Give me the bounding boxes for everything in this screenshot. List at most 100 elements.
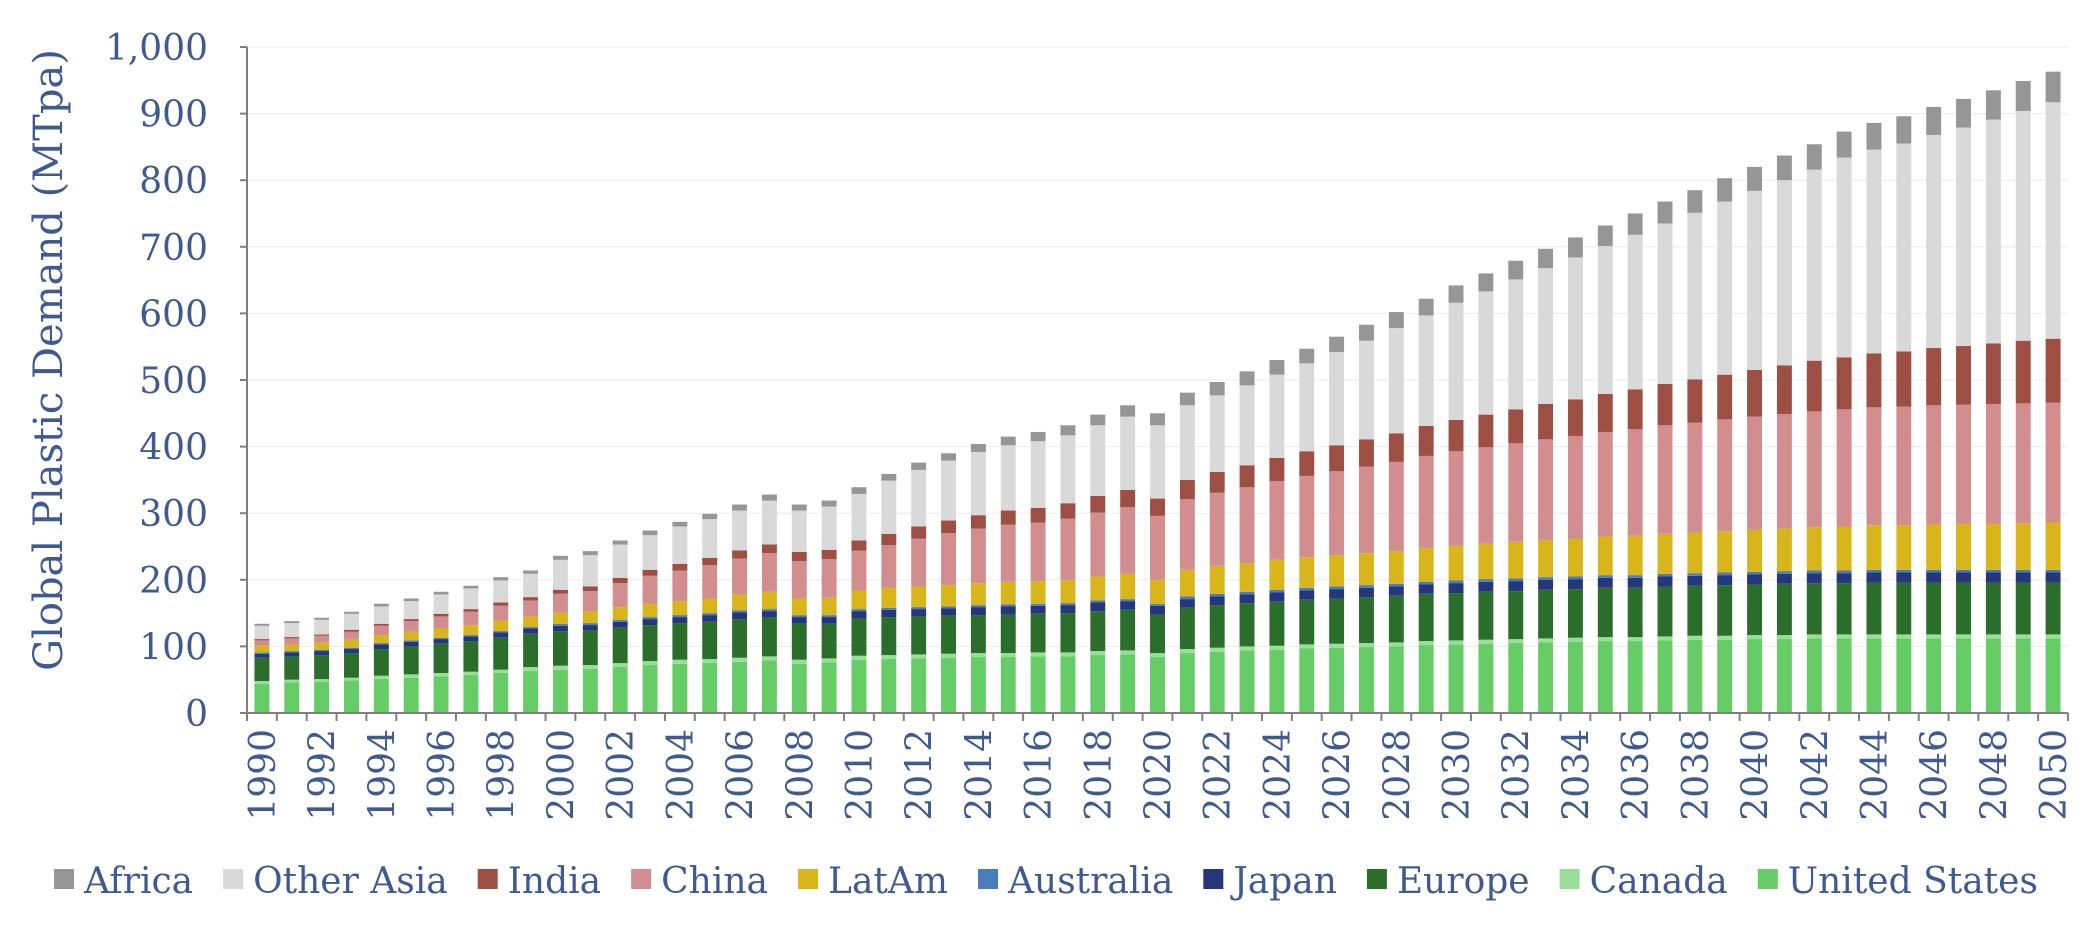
bar-segment-other-asia-2036 bbox=[1627, 234, 1643, 390]
bar-segment-japan-2028 bbox=[1388, 586, 1404, 596]
bar-segment-other-asia-2001 bbox=[582, 555, 598, 587]
bar-segment-china-1994 bbox=[373, 625, 389, 636]
bar-segment-africa-2000 bbox=[552, 555, 568, 560]
bar-segment-australia-2028 bbox=[1388, 583, 1404, 587]
x-tick-label: 2026 bbox=[1318, 729, 1359, 821]
bar-segment-india-2012 bbox=[911, 526, 927, 539]
bar-segment-canada-2025 bbox=[1299, 644, 1315, 649]
bar-segment-japan-2012 bbox=[911, 609, 927, 617]
bar-segment-canada-2003 bbox=[642, 661, 658, 666]
bar-segment-europe-2044 bbox=[1866, 582, 1882, 635]
bar-segment-india-2000 bbox=[552, 589, 568, 594]
bar-segment-australia-2026 bbox=[1329, 586, 1345, 590]
legend-label-india: India bbox=[508, 861, 601, 902]
bar-segment-united-states-2002 bbox=[612, 667, 628, 713]
bar-segment-europe-2008 bbox=[791, 623, 807, 660]
legend-swatch-india bbox=[477, 869, 498, 889]
legend-swatch-canada bbox=[1559, 869, 1580, 889]
bar-segment-latam-2015 bbox=[1000, 581, 1016, 605]
bar-segment-india-2030 bbox=[1448, 419, 1464, 452]
bar-segment-europe-1999 bbox=[523, 633, 539, 668]
bar-segment-latam-2043 bbox=[1836, 526, 1852, 571]
bar-segment-india-2044 bbox=[1866, 353, 1882, 408]
bar-segment-other-asia-2044 bbox=[1866, 149, 1882, 354]
bar-segment-africa-2002 bbox=[612, 540, 628, 545]
bar-segment-japan-2013 bbox=[941, 608, 956, 616]
bar-segment-australia-2007 bbox=[761, 609, 777, 612]
x-tick-label: 2032 bbox=[1497, 729, 1538, 821]
bar-segment-europe-2010 bbox=[851, 618, 867, 656]
bar-segment-japan-2017 bbox=[1060, 605, 1076, 614]
bar-segment-canada-2010 bbox=[851, 655, 867, 660]
bar-segment-china-2030 bbox=[1448, 451, 1464, 546]
y-tick-label: 600 bbox=[139, 294, 208, 335]
bar-segment-other-asia-2048 bbox=[1985, 119, 2001, 344]
bar-segment-china-2046 bbox=[1926, 405, 1942, 525]
bar-segment-united-states-2020 bbox=[1150, 657, 1165, 713]
bar-segment-japan-2001 bbox=[582, 625, 598, 631]
bar-segment-europe-2029 bbox=[1418, 593, 1434, 642]
bar-segment-other-asia-2012 bbox=[911, 469, 927, 527]
bar-segment-australia-2024 bbox=[1269, 589, 1285, 593]
bar-segment-china-2048 bbox=[1985, 403, 2001, 524]
bar-segment-japan-2024 bbox=[1269, 592, 1285, 602]
bar-segment-japan-2015 bbox=[1000, 606, 1016, 615]
bar-segment-united-states-2013 bbox=[941, 657, 956, 713]
bar-segment-africa-2005 bbox=[702, 513, 718, 520]
bar-segment-canada-2001 bbox=[582, 665, 598, 670]
bar-segment-latam-2025 bbox=[1299, 557, 1315, 588]
bar-segment-latam-2003 bbox=[642, 603, 658, 618]
bar-segment-united-states-2003 bbox=[642, 665, 658, 713]
bar-segment-europe-2007 bbox=[761, 617, 777, 657]
bar-segment-australia-2020 bbox=[1150, 603, 1165, 606]
bar-segment-africa-1993 bbox=[344, 611, 359, 614]
bar-segment-australia-2034 bbox=[1567, 576, 1583, 580]
bar-segment-other-asia-2043 bbox=[1836, 157, 1852, 358]
bar-segment-china-2010 bbox=[851, 550, 867, 591]
bar-segment-australia-2023 bbox=[1239, 591, 1255, 595]
bar-segment-japan-1995 bbox=[403, 641, 419, 647]
bar-segment-canada-2000 bbox=[552, 665, 568, 670]
bar-segment-china-1998 bbox=[493, 605, 509, 621]
bar-segment-europe-1994 bbox=[373, 649, 389, 676]
bar-segment-united-states-2017 bbox=[1060, 656, 1076, 713]
bar-segment-other-asia-2015 bbox=[1000, 445, 1016, 511]
bar-segment-china-2008 bbox=[791, 561, 807, 599]
bar-segment-india-2041 bbox=[1776, 365, 1792, 414]
bar-segment-europe-1995 bbox=[403, 646, 419, 675]
bar-segment-europe-2041 bbox=[1776, 583, 1792, 636]
bar-segment-united-states-1992 bbox=[314, 681, 330, 713]
bar-segment-india-2011 bbox=[881, 533, 897, 546]
bar-segment-latam-2045 bbox=[1896, 525, 1912, 570]
bar-segment-africa-1992 bbox=[314, 617, 330, 620]
bar-segment-other-asia-2013 bbox=[941, 460, 956, 521]
bar-segment-australia-2039 bbox=[1717, 572, 1733, 576]
bar-segment-japan-2027 bbox=[1359, 587, 1374, 598]
bar-segment-india-2001 bbox=[582, 586, 598, 592]
bar-segment-other-asia-2004 bbox=[672, 526, 688, 564]
bar-segment-latam-2017 bbox=[1060, 579, 1076, 604]
bar-segment-china-2036 bbox=[1627, 429, 1643, 536]
bar-segment-latam-2010 bbox=[851, 590, 867, 610]
bar-segment-united-states-2025 bbox=[1299, 648, 1315, 713]
bar-segment-australia-2004 bbox=[672, 615, 688, 618]
bar-segment-canada-1994 bbox=[373, 675, 389, 680]
bar-segment-europe-2043 bbox=[1836, 583, 1852, 635]
bar-segment-canada-1998 bbox=[493, 669, 509, 674]
bar-segment-united-states-2015 bbox=[1000, 657, 1016, 713]
bar-segment-united-states-2048 bbox=[1985, 638, 2001, 713]
bar-segment-united-states-2016 bbox=[1030, 656, 1046, 713]
bar-segment-canada-2024 bbox=[1269, 645, 1285, 650]
bar-segment-africa-2012 bbox=[911, 462, 927, 470]
bar-segment-india-2018 bbox=[1090, 495, 1106, 513]
bar-segment-australia-1995 bbox=[403, 640, 419, 642]
x-tick-label: 2036 bbox=[1616, 729, 1657, 821]
bar-segment-japan-1993 bbox=[344, 649, 359, 654]
bar-segment-china-1995 bbox=[403, 621, 419, 632]
bar-segment-japan-2037 bbox=[1657, 576, 1673, 587]
bar-segment-united-states-2033 bbox=[1538, 642, 1554, 713]
bar-segment-africa-2037 bbox=[1657, 201, 1673, 224]
bar-segment-latam-2019 bbox=[1120, 573, 1136, 600]
bar-segment-united-states-1990 bbox=[254, 683, 270, 713]
